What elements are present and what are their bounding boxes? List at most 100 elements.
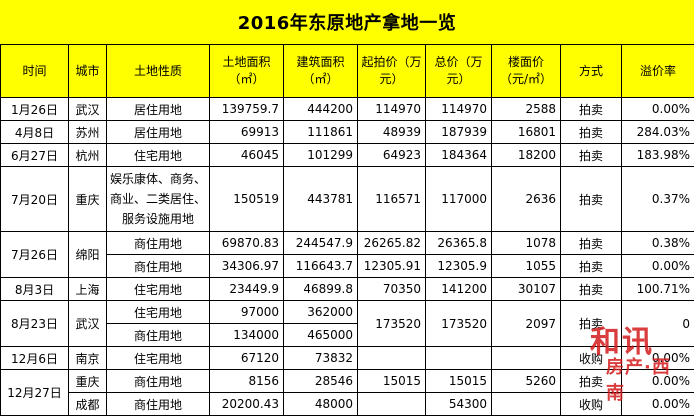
cell-time: 1月26日	[1, 98, 69, 121]
cell-land-type: 住宅用地	[107, 347, 210, 370]
col-header-time: 时间	[1, 45, 69, 98]
col-header-premium: 溢价率	[622, 45, 694, 98]
cell-build-area: 465000	[284, 324, 358, 347]
cell-method: 收购	[561, 393, 622, 416]
table-row: 12月27日 重庆 商住用地 8156 28546 15015 15015 52…	[1, 370, 694, 393]
cell-land-area: 97000	[210, 301, 284, 324]
col-header-floor-price: 楼面价（元/㎡）	[492, 45, 561, 98]
cell-floor-price: 1055	[492, 255, 561, 278]
cell-land-area: 150519	[210, 167, 284, 232]
land-acquisition-table: 时间 城市 土地性质 土地面积（㎡） 建筑面积（㎡） 起拍价（万元） 总价（万元…	[0, 44, 694, 416]
cell-land-area: 69913	[210, 121, 284, 144]
cell-floor-price: 2588	[492, 98, 561, 121]
cell-city: 杭州	[69, 144, 107, 167]
cell-build-area: 116643.7	[284, 255, 358, 278]
cell-total-price: 117000	[426, 167, 492, 232]
table-row: 8月23日 武汉 住宅用地 97000 362000 173520 173520…	[1, 301, 694, 324]
cell-total-price: 114970	[426, 98, 492, 121]
cell-time: 7月26日	[1, 232, 69, 278]
cell-premium: 0.00%	[622, 98, 694, 121]
cell-start-price	[358, 347, 426, 370]
col-header-land-type: 土地性质	[107, 45, 210, 98]
cell-premium: 0.00%	[622, 347, 694, 370]
cell-floor-price: 5260	[492, 370, 561, 393]
cell-city: 绵阳	[69, 232, 107, 278]
cell-time: 8月23日	[1, 301, 69, 347]
cell-city: 武汉	[69, 301, 107, 347]
cell-start-price: 173520	[358, 301, 426, 347]
cell-method: 拍卖	[561, 278, 622, 301]
cell-floor-price	[492, 347, 561, 370]
cell-build-area: 28546	[284, 370, 358, 393]
cell-land-area: 139759.7	[210, 98, 284, 121]
cell-time: 12月27日	[1, 370, 69, 416]
cell-premium: 0	[622, 301, 694, 347]
cell-land-type: 住宅用地	[107, 278, 210, 301]
cell-land-area: 69870.83	[210, 232, 284, 255]
cell-premium: 0.37%	[622, 167, 694, 232]
cell-total-price	[426, 347, 492, 370]
cell-total-price: 54300	[426, 393, 492, 416]
cell-city: 武汉	[69, 98, 107, 121]
cell-build-area: 111861	[284, 121, 358, 144]
table-row: 6月27日 杭州 住宅用地 46045 101299 64923 184364 …	[1, 144, 694, 167]
cell-total-price: 26365.8	[426, 232, 492, 255]
cell-time: 4月8日	[1, 121, 69, 144]
cell-method: 拍卖	[561, 255, 622, 278]
cell-build-area: 73832	[284, 347, 358, 370]
cell-land-type: 商住用地	[107, 232, 210, 255]
cell-land-area: 46045	[210, 144, 284, 167]
cell-start-price: 114970	[358, 98, 426, 121]
cell-build-area: 362000	[284, 301, 358, 324]
cell-land-type: 娱乐康体、商务、商业、二类居住、服务设施用地	[107, 167, 210, 232]
cell-premium: 284.03%	[622, 121, 694, 144]
cell-city: 重庆	[69, 370, 107, 393]
cell-method: 拍卖	[561, 370, 622, 393]
cell-city: 成都	[69, 393, 107, 416]
cell-start-price: 64923	[358, 144, 426, 167]
cell-time: 8月3日	[1, 278, 69, 301]
cell-total-price: 184364	[426, 144, 492, 167]
cell-floor-price: 30107	[492, 278, 561, 301]
cell-land-area: 23449.9	[210, 278, 284, 301]
cell-land-type: 商住用地	[107, 324, 210, 347]
cell-total-price: 15015	[426, 370, 492, 393]
cell-method: 拍卖	[561, 167, 622, 232]
cell-land-area: 67120	[210, 347, 284, 370]
cell-method: 拍卖	[561, 301, 622, 347]
cell-start-price: 48939	[358, 121, 426, 144]
cell-city: 苏州	[69, 121, 107, 144]
cell-premium: 100.71%	[622, 278, 694, 301]
cell-build-area: 444200	[284, 98, 358, 121]
table-row: 1月26日 武汉 居住用地 139759.7 444200 114970 114…	[1, 98, 694, 121]
cell-time: 6月27日	[1, 144, 69, 167]
cell-method: 拍卖	[561, 121, 622, 144]
cell-land-type: 商住用地	[107, 255, 210, 278]
cell-floor-price: 18200	[492, 144, 561, 167]
col-header-build-area: 建筑面积（㎡）	[284, 45, 358, 98]
cell-method: 拍卖	[561, 144, 622, 167]
cell-build-area: 48000	[284, 393, 358, 416]
cell-start-price: 116571	[358, 167, 426, 232]
cell-land-area: 20200.43	[210, 393, 284, 416]
cell-city: 重庆	[69, 167, 107, 232]
cell-floor-price: 1078	[492, 232, 561, 255]
cell-floor-price: 2636	[492, 167, 561, 232]
cell-build-area: 244547.9	[284, 232, 358, 255]
col-header-start-price: 起拍价（万元）	[358, 45, 426, 98]
cell-time: 7月20日	[1, 167, 69, 232]
cell-method: 收购	[561, 347, 622, 370]
cell-start-price: 70350	[358, 278, 426, 301]
cell-total-price: 173520	[426, 301, 492, 347]
cell-floor-price	[492, 393, 561, 416]
cell-build-area: 46899.8	[284, 278, 358, 301]
cell-total-price: 141200	[426, 278, 492, 301]
col-header-land-area: 土地面积（㎡）	[210, 45, 284, 98]
cell-premium: 0.00%	[622, 370, 694, 393]
cell-total-price: 12305.9	[426, 255, 492, 278]
cell-method: 拍卖	[561, 232, 622, 255]
sheet-title: 2016年东原地产拿地一览	[0, 0, 694, 45]
cell-total-price: 187939	[426, 121, 492, 144]
land-table-sheet: 2016年东原地产拿地一览 时间 城市 土地性质 土地面积（㎡） 建筑面积（㎡）…	[0, 0, 694, 406]
cell-build-area: 443781	[284, 167, 358, 232]
